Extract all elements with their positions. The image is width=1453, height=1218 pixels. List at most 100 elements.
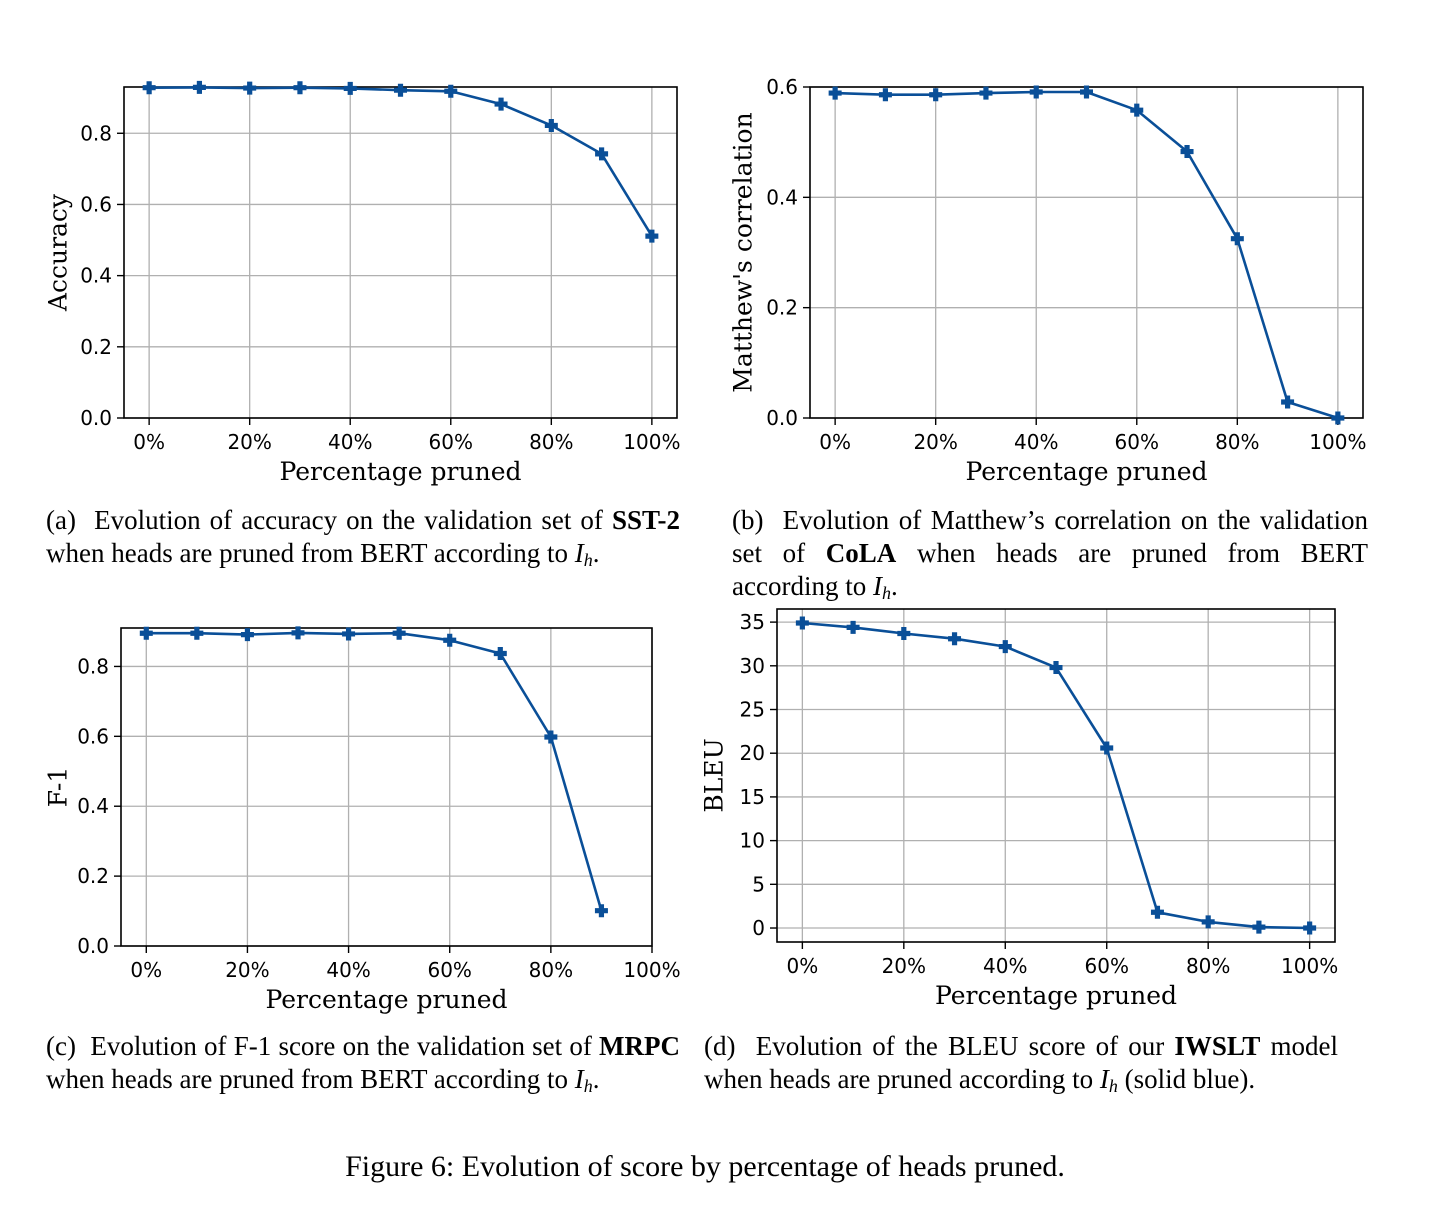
y-tick-label: 0.0 [80,406,112,430]
x-tick-label: 60% [1115,430,1159,454]
data-point-marker [494,97,508,111]
y-tick-label: 35 [740,610,765,634]
x-tick-label: 80% [529,958,573,982]
data-point-marker [291,626,305,640]
data-point-marker [1303,921,1317,935]
caption-text: when heads are pruned from BERT accordin… [46,538,568,568]
caption-text: Evolution of the BLEU score of our [755,1031,1165,1061]
math-symbol: I [574,538,584,568]
math-symbol: I [872,571,882,601]
data-point-marker [1331,411,1345,425]
x-axis-label: Percentage pruned [935,981,1177,1010]
y-tick-label: 0.2 [766,296,798,320]
data-point-marker [979,86,993,100]
caption-label: (b) [732,505,764,535]
data-point-marker [192,80,206,94]
y-tick-label: 15 [740,785,765,809]
caption-label: (d) [704,1031,736,1061]
data-point-marker [1049,661,1063,675]
data-point-marker [998,640,1012,654]
plot-frame [776,608,1336,943]
data-point-marker [828,86,842,100]
y-tick-label: 0.4 [80,264,112,288]
x-tick-label: 0% [130,958,162,982]
y-tick-label: 20 [740,741,765,765]
caption-d: (d) Evolution of the BLEU score of our I… [704,1030,1338,1103]
caption-end: . [592,538,600,568]
data-point-marker [493,647,507,661]
y-tick-label: 0.6 [766,75,798,99]
data-point-marker [240,628,254,642]
x-tick-label: 100% [1281,954,1338,978]
data-point-marker [1230,232,1244,246]
figure-caption: Figure 6: Evolution of score by percenta… [345,1150,1065,1183]
data-point-marker [795,616,809,630]
math-subscript: h [881,583,891,603]
y-tick-label: 0.8 [77,654,109,678]
math-subscript: h [1108,1076,1118,1096]
x-tick-label: 20% [225,958,269,982]
x-tick-label: 80% [1186,954,1230,978]
y-axis-label: F-1 [44,767,73,808]
data-point-marker [1150,905,1164,919]
x-tick-label: 20% [913,430,957,454]
data-point-marker [1080,85,1093,99]
y-tick-label: 0.8 [80,121,112,145]
dataset-name: CoLA [825,538,897,568]
y-tick-label: 0.0 [766,406,798,430]
x-tick-label: 60% [427,958,471,982]
caption-text: Evolution of accuracy on the validation … [94,505,603,535]
dataset-name: MRPC [599,1031,681,1061]
x-tick-label: 40% [326,958,370,982]
y-axis-label: Matthew's correlation [729,112,758,392]
data-point-marker [1201,915,1215,929]
y-tick-label: 0.6 [80,192,112,216]
caption-end: . [592,1064,600,1094]
data-point-marker [846,620,860,634]
math-subscript: h [583,1076,593,1096]
caption-text: model when heads are pruned according to [704,1031,1339,1094]
data-point-marker [544,118,558,132]
x-tick-label: 80% [1215,430,1259,454]
data-point-marker [595,147,609,161]
dataset-name: SST-2 [611,505,680,535]
y-tick-label: 30 [740,654,765,678]
series-line [146,631,603,912]
data-point-marker [1252,920,1266,934]
data-point-marker [142,81,156,95]
data-point-marker [139,626,153,640]
x-axis-label: Percentage pruned [966,457,1208,486]
caption-text: Evolution of Matthew’s correlation on th… [732,505,1369,568]
data-point-marker [594,904,608,918]
y-tick-label: 25 [740,698,765,722]
data-point-marker [645,229,659,243]
data-point-marker [293,81,307,95]
data-point-marker [1180,145,1194,159]
x-tick-label: 0% [133,430,165,454]
dataset-name: IWSLT [1174,1031,1261,1061]
y-axis-label: BLEU [700,738,729,812]
x-tick-label: 0% [786,954,818,978]
data-point-marker [243,81,257,95]
data-point-marker [1130,103,1144,117]
x-tick-label: 20% [882,954,926,978]
x-tick-label: 60% [429,430,473,454]
x-tick-label: 80% [529,430,573,454]
x-tick-label: 100% [623,430,680,454]
x-tick-label: 0% [819,430,851,454]
caption-text: when heads are pruned from BERT accordin… [732,538,1368,601]
data-point-marker [443,633,457,647]
data-point-marker [1100,741,1114,755]
caption-end: (solid blue). [1124,1064,1256,1094]
y-tick-label: 0.4 [77,794,109,818]
y-tick-label: 0.4 [766,185,798,209]
data-point-marker [392,626,406,640]
plot-frame [120,627,653,947]
data-point-marker [929,88,943,102]
data-point-marker [394,83,407,97]
x-tick-label: 40% [983,954,1027,978]
caption-text: Evolution of F-1 score on the validation… [90,1031,592,1061]
math-symbol: I [1099,1064,1109,1094]
